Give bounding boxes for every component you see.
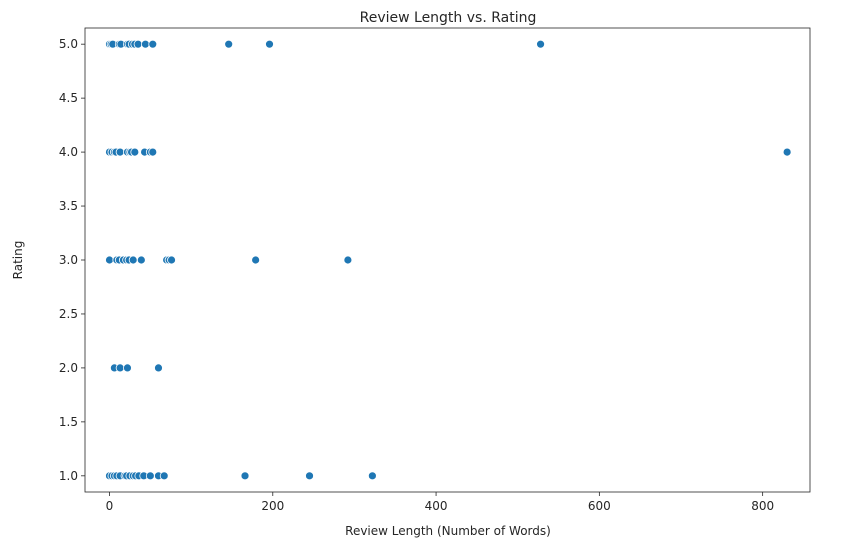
y-tick-label: 4.0 [59, 145, 78, 159]
y-axis: 1.0 1.5 2.0 2.5 3.0 3.5 4.0 4.5 5.0 [59, 37, 85, 483]
data-point [159, 471, 169, 481]
y-tick-label: 1.0 [59, 469, 78, 483]
data-point [115, 363, 125, 373]
y-axis-label: Rating [11, 241, 25, 280]
y-tick-label: 1.5 [59, 415, 78, 429]
data-point [133, 39, 143, 49]
data-point [782, 147, 792, 157]
data-point [305, 471, 314, 481]
y-tick-label: 3.0 [59, 253, 78, 267]
data-point [148, 147, 158, 157]
y-tick-label: 4.5 [59, 91, 78, 105]
data-point [136, 255, 146, 265]
x-axis-label: Review Length (Number of Words) [345, 524, 551, 538]
x-tick-label: 400 [425, 499, 448, 513]
data-point [343, 255, 353, 265]
plot-area [84, 27, 811, 493]
data-point [115, 147, 125, 157]
data-point [224, 39, 234, 49]
data-point [105, 255, 114, 265]
x-tick-label: 200 [261, 499, 284, 513]
y-tick-label: 2.0 [59, 361, 78, 375]
x-axis: 0 200 400 600 800 [106, 492, 774, 513]
data-point [141, 39, 150, 49]
data-point [148, 39, 158, 49]
y-tick-label: 2.5 [59, 307, 78, 321]
data-point [240, 471, 250, 481]
data-point [128, 255, 138, 265]
data-point [265, 39, 274, 49]
data-point [251, 255, 261, 265]
chart-title: Review Length vs. Rating [360, 10, 537, 26]
data-point [167, 255, 176, 265]
data-point [536, 39, 545, 49]
data-point [145, 471, 155, 481]
x-tick-label: 800 [751, 499, 774, 513]
data-point [130, 147, 140, 157]
y-tick-label: 3.5 [59, 199, 78, 213]
y-tick-label: 5.0 [59, 37, 78, 51]
data-point [367, 471, 377, 481]
data-point [123, 363, 132, 373]
x-tick-label: 600 [588, 499, 611, 513]
data-points [105, 39, 792, 481]
data-point [154, 363, 163, 373]
x-tick-label: 0 [106, 499, 114, 513]
